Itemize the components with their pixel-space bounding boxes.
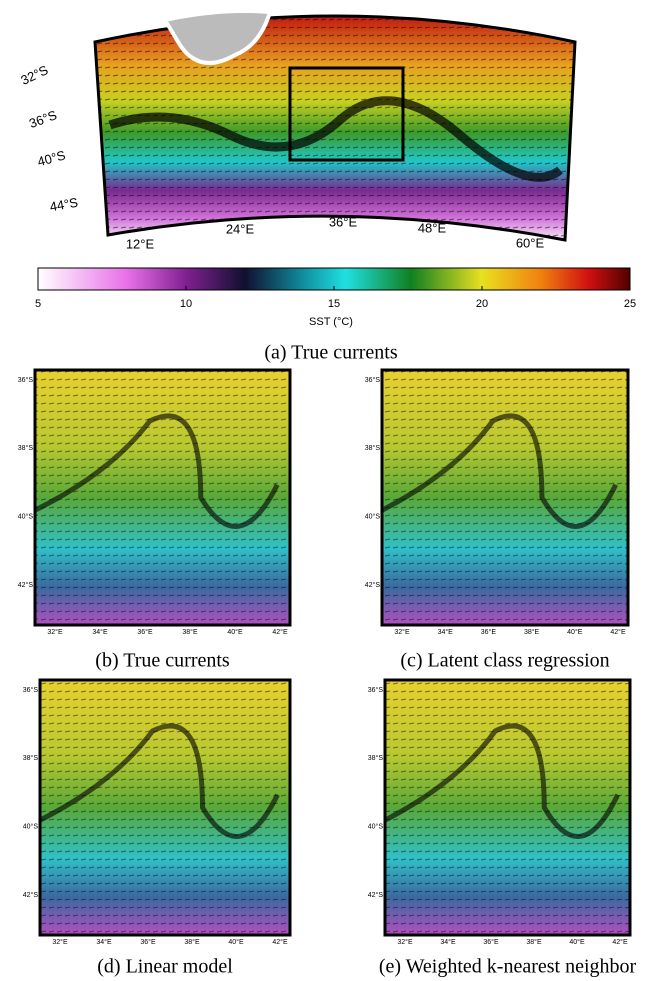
current-vectors [40,680,290,935]
lon-label: 38°E [184,938,200,946]
caption: (b) True currents [95,650,230,672]
lon-label: 34°E [96,938,112,946]
caption: (e) Weighted k-nearest neighbor [379,956,637,978]
lat-label: 40°S [23,823,39,831]
lon-label: 32°E [52,938,68,946]
lon-label: 40°E [227,628,243,636]
lon-label: 24°E [226,221,255,236]
lon-label: 40°E [567,628,583,636]
lat-label: 38°S [18,444,34,452]
caption: (d) Linear model [97,956,233,978]
lon-label: 48°E [418,220,447,235]
lat-label: 38°S [365,444,381,452]
lon-label: 38°E [526,938,542,946]
front [33,413,280,529]
lat-label: 42°S [18,581,34,589]
lat-label: 40°S [36,147,68,169]
lat-label: 42°S [23,891,39,899]
lon-label: 40°E [228,938,244,946]
lon-label: 36°E [481,628,497,636]
colorbar-tick-label: 10 [180,298,192,310]
lat-label: 36°S [365,376,381,384]
colorbar-tick-label: 5 [35,298,41,310]
lon-label: 12°E [126,236,155,251]
lat-label: 40°S [18,513,34,521]
lat-label: 36°S [368,686,384,694]
lat-label: 38°S [23,754,39,762]
front [383,723,621,839]
lon-label: 34°E [438,628,454,636]
caption: (c) Latent class regression [400,650,609,672]
lat-label: 40°S [365,513,381,521]
lat-label: 36°S [18,376,34,384]
lon-label: 36°E [483,938,499,946]
lon-label: 36°E [329,214,358,229]
lon-label: 42°E [610,628,626,636]
lon-label: 32°E [397,938,413,946]
lat-label: 44°S [49,195,80,215]
lat-label: 36°S [27,107,59,131]
lat-label: 40°S [368,823,384,831]
current-vectors [382,370,628,625]
lon-label: 36°E [140,938,156,946]
colorbar-tick-label: 25 [624,298,636,310]
colorbar-tick-label: 15 [328,298,340,310]
front [380,413,618,529]
caption: (a) True currents [264,342,398,364]
lon-label: 42°E [272,938,288,946]
lon-label: 38°E [524,628,540,636]
colorbar-tick-label: 20 [476,298,488,310]
lon-label: 32°E [47,628,63,636]
lon-label: 32°E [394,628,410,636]
lon-label: 34°E [92,628,108,636]
lon-label: 38°E [182,628,198,636]
map-a [93,9,577,242]
lon-label: 36°E [137,628,153,636]
current-vectors [35,370,290,625]
lon-label: 42°E [272,628,288,636]
lat-label: 42°S [365,581,381,589]
lat-label: 38°S [368,754,384,762]
front [38,723,280,839]
lon-label: 60°E [516,235,545,250]
lon-label: 42°E [612,938,628,946]
current-vectors [385,680,630,935]
lat-label: 42°S [368,891,384,899]
lon-label: 34°E [440,938,456,946]
lon-label: 40°E [569,938,585,946]
lat-label: 32°S [18,62,50,88]
colorbar-label: SST (°C) [309,316,353,328]
lat-label: 36°S [23,686,39,694]
